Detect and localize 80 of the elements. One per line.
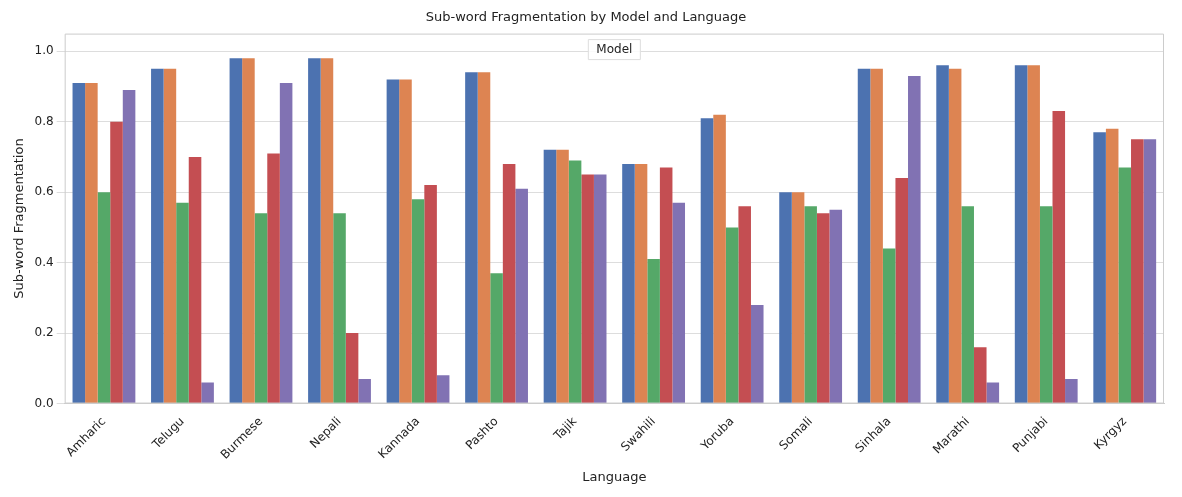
bar xyxy=(163,68,177,404)
bar xyxy=(1014,65,1028,404)
bar xyxy=(750,304,764,404)
bar xyxy=(110,121,123,404)
bar xyxy=(870,68,883,404)
bar xyxy=(72,82,86,404)
bar xyxy=(672,202,686,404)
bar xyxy=(543,149,557,404)
bar xyxy=(229,58,243,404)
bar xyxy=(791,192,805,404)
bar xyxy=(320,58,334,404)
bar xyxy=(1118,167,1132,404)
bar xyxy=(188,156,202,404)
bar xyxy=(738,206,751,404)
y-tick-label: 0.0 xyxy=(34,395,54,410)
bar xyxy=(725,227,739,404)
y-tick-label: 0.4 xyxy=(34,254,54,269)
bar xyxy=(1065,378,1078,404)
bar xyxy=(936,65,949,404)
bar xyxy=(399,79,412,404)
bar xyxy=(151,68,164,404)
bar xyxy=(829,209,843,404)
legend-title: Model xyxy=(596,41,633,56)
bar xyxy=(97,192,111,404)
bar xyxy=(254,213,268,404)
bar xyxy=(634,163,648,404)
bar xyxy=(267,153,280,404)
bar xyxy=(515,188,528,404)
bar xyxy=(568,160,582,404)
bar xyxy=(1131,139,1144,404)
bar xyxy=(556,149,569,404)
bar xyxy=(581,174,594,404)
bar xyxy=(961,206,974,404)
bar xyxy=(477,72,491,404)
chart-title: Sub-word Fragmentation by Model and Language xyxy=(425,9,747,25)
bar xyxy=(895,178,909,404)
bar xyxy=(700,118,714,404)
bar xyxy=(1143,139,1157,404)
bar xyxy=(816,213,830,404)
bar xyxy=(424,185,437,404)
bar xyxy=(804,206,817,404)
bar xyxy=(502,163,516,404)
y-tick-label: 0.8 xyxy=(34,113,54,128)
bar xyxy=(333,213,346,404)
bar xyxy=(659,167,673,404)
bar xyxy=(882,248,896,404)
bar xyxy=(465,72,478,404)
bar xyxy=(1105,128,1119,404)
bar xyxy=(122,89,136,404)
bar xyxy=(1027,65,1040,404)
x-axis-title: Language xyxy=(582,468,647,484)
bar xyxy=(857,68,871,404)
bar xyxy=(986,382,1000,404)
bar xyxy=(490,273,503,404)
bar xyxy=(593,174,607,404)
bar xyxy=(386,79,400,404)
bar xyxy=(411,199,425,404)
y-tick-label: 0.2 xyxy=(34,325,54,340)
bar xyxy=(176,202,189,404)
y-tick-label: 0.6 xyxy=(34,184,54,199)
bar xyxy=(201,382,214,404)
y-axis-title: Sub-word Fragmentation xyxy=(11,138,27,299)
bar xyxy=(308,58,321,404)
bar xyxy=(279,82,293,404)
bar xyxy=(358,378,371,404)
bar xyxy=(1039,206,1053,404)
bar xyxy=(85,82,98,404)
bar xyxy=(1052,111,1066,404)
bar xyxy=(713,114,726,404)
bar xyxy=(242,58,255,404)
bar xyxy=(345,333,359,404)
bar xyxy=(1093,132,1106,404)
bar xyxy=(908,75,921,404)
bar xyxy=(973,347,987,404)
y-tick-label: 1.0 xyxy=(34,43,54,58)
bar xyxy=(436,375,450,404)
bar xyxy=(948,68,962,404)
bar xyxy=(779,192,792,404)
bar xyxy=(622,163,635,404)
bar xyxy=(647,259,660,404)
